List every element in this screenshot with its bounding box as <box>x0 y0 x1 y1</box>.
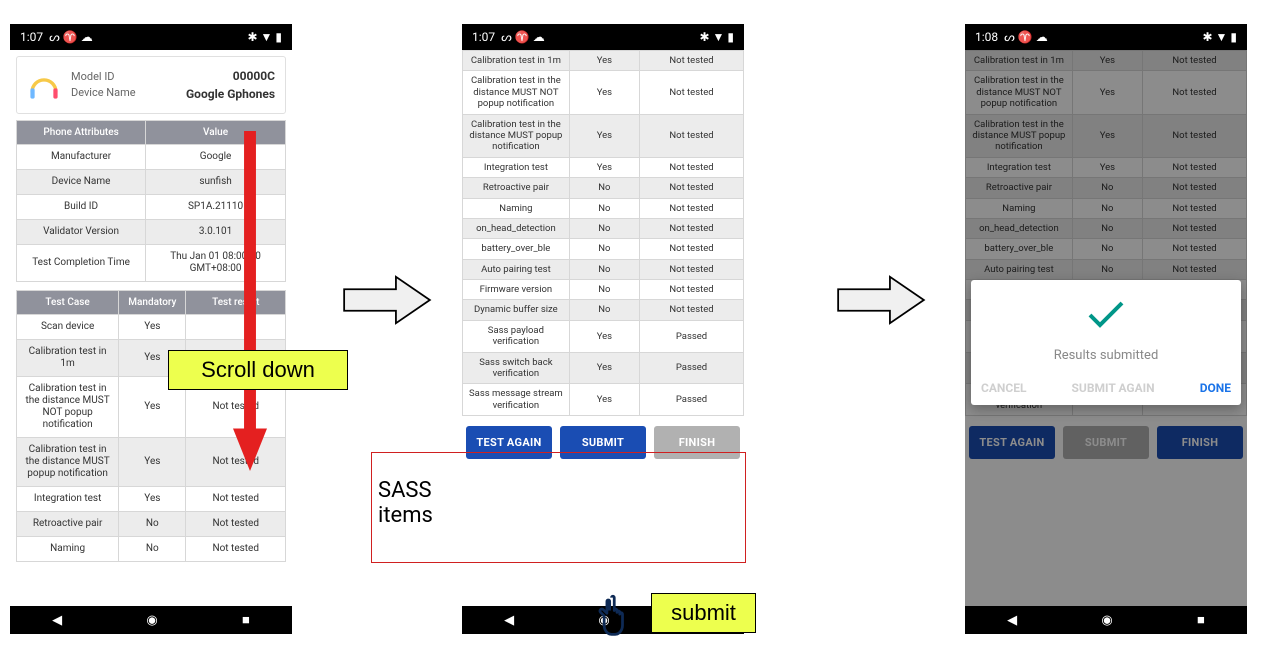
hand-click-icon <box>595 594 639 638</box>
table-row: battery_over_bleNoNot tested <box>463 239 744 259</box>
table-row: Sass message stream verificationYesPasse… <box>463 384 744 416</box>
table-row: Calibration test in the distance MUST NO… <box>463 71 744 114</box>
device-name-value: Google Gphones <box>186 85 275 103</box>
status-bar: 1:07 ᔕ ♈ ☁ ✱ ▼ ▮ <box>462 24 744 50</box>
submit-callout: submit <box>651 593 756 633</box>
nav-back-icon[interactable]: ◀ <box>52 613 62 628</box>
status-time: 1:08 <box>975 30 998 44</box>
modal-cancel-button[interactable]: CANCEL <box>981 381 1026 395</box>
model-id-value: 00000C <box>186 67 275 85</box>
table-row: NamingNoNot tested <box>17 537 286 562</box>
nav-recent-icon[interactable]: ■ <box>242 612 250 628</box>
modal-submit-again-button[interactable]: SUBMIT AGAIN <box>1072 381 1155 395</box>
status-right-icons: ✱ ▼ ▮ <box>248 30 283 44</box>
phone-screen-3: 1:08 ᔕ ♈ ☁ ✱ ▼ ▮ Calibration test in 1mY… <box>965 24 1247 634</box>
results-submitted-modal: Results submitted CANCEL SUBMIT AGAIN DO… <box>971 280 1241 405</box>
screen-body: Calibration test in 1mYesNot tested Cali… <box>965 50 1247 606</box>
model-id-label: Model ID <box>71 69 176 86</box>
table-row: Sass switch back verificationYesPassed <box>463 352 744 384</box>
nav-bar: ◀ ◉ ■ <box>965 606 1247 634</box>
table-row: Integration testYesNot tested <box>463 157 744 177</box>
status-bar: 1:08 ᔕ ♈ ☁ ✱ ▼ ▮ <box>965 24 1247 50</box>
status-time: 1:07 <box>472 30 495 44</box>
headphones-icon <box>27 68 61 102</box>
device-card: Model ID Device Name 00000C Google Gphon… <box>16 56 286 114</box>
nav-recent-icon[interactable]: ■ <box>1197 612 1205 628</box>
table-row: Firmware versionNoNot tested <box>463 280 744 300</box>
sass-items-label: SASS items <box>378 478 433 528</box>
table-row: Retroactive pairNoNot tested <box>463 178 744 198</box>
table-row: Sass payload verificationYesPassed <box>463 320 744 352</box>
nav-back-icon[interactable]: ◀ <box>504 613 514 628</box>
tests-table: Calibration test in 1mYesNot tested Cali… <box>462 50 744 416</box>
mand-header: Mandatory <box>119 291 186 315</box>
table-row: Auto pairing testNoNot tested <box>463 259 744 279</box>
status-right-icons: ✱ ▼ ▮ <box>700 30 735 44</box>
modal-done-button[interactable]: DONE <box>1200 381 1231 395</box>
nav-home-icon[interactable]: ◉ <box>146 613 157 628</box>
table-row: on_head_detectionNoNot tested <box>463 218 744 238</box>
nav-back-icon[interactable]: ◀ <box>1007 613 1017 628</box>
table-row: Calibration test in 1mYesNot tested <box>463 51 744 71</box>
table-row: Dynamic buffer sizeNoNot tested <box>463 300 744 320</box>
nav-home-icon[interactable]: ◉ <box>1101 613 1112 628</box>
status-left-icons: ᔕ ♈ ☁ <box>1004 30 1048 44</box>
table-row: NamingNoNot tested <box>463 198 744 218</box>
tc-header: Test Case <box>17 291 119 315</box>
check-icon <box>981 298 1231 338</box>
status-right-icons: ✱ ▼ ▮ <box>1203 30 1238 44</box>
step-arrow-1 <box>342 275 432 325</box>
scroll-down-arrow-icon <box>233 131 267 531</box>
scroll-down-callout: Scroll down <box>168 350 348 390</box>
nav-bar: ◀ ◉ ■ <box>10 606 292 634</box>
table-row: Calibration test in the distance MUST po… <box>463 114 744 157</box>
attr-header-key: Phone Attributes <box>17 121 146 145</box>
modal-message: Results submitted <box>981 348 1231 363</box>
step-arrow-2 <box>836 275 926 325</box>
device-name-label: Device Name <box>71 85 176 102</box>
status-time: 1:07 <box>20 30 43 44</box>
status-left-icons: ᔕ ♈ ☁ <box>501 30 545 44</box>
status-bar: 1:07 ᔕ ♈ ☁ ✱ ▼ ▮ <box>10 24 292 50</box>
status-left-icons: ᔕ ♈ ☁ <box>49 30 93 44</box>
